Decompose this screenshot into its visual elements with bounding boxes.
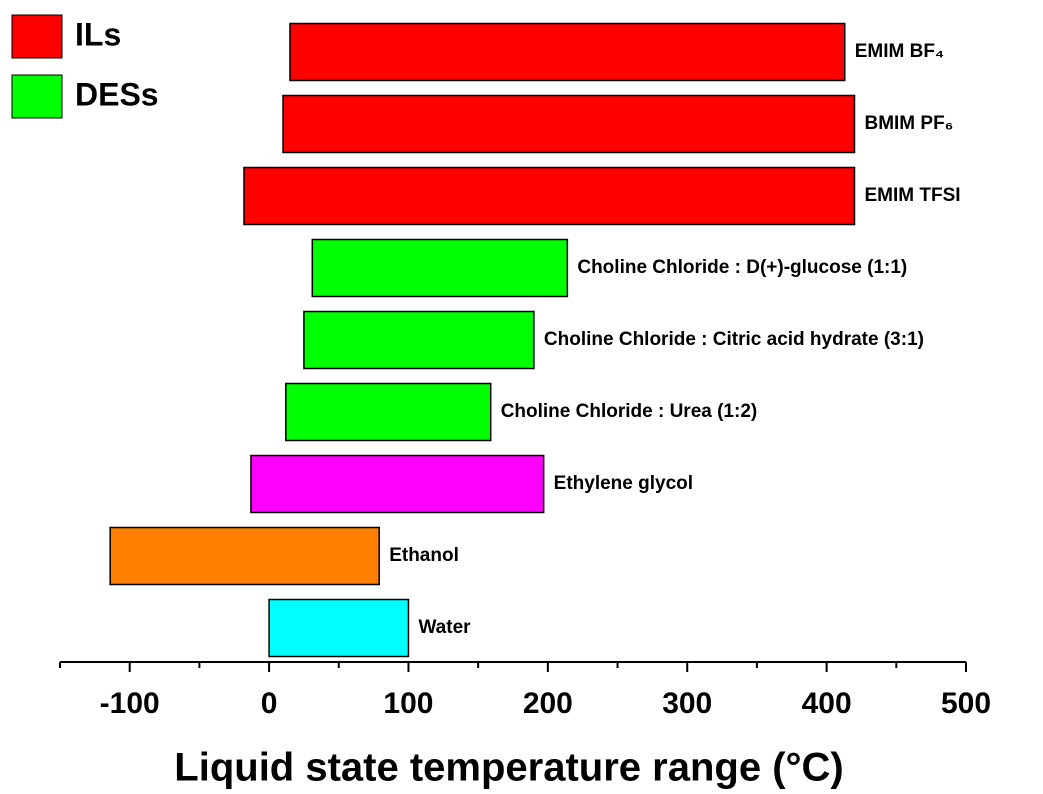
bar-label: Ethanol: [389, 545, 459, 566]
x-tick-label: 400: [802, 687, 852, 720]
bar: [285, 382, 492, 442]
bar-label: Ethylene glycol: [554, 473, 693, 494]
bar: [289, 22, 846, 82]
bar: [282, 94, 856, 154]
bar-label: Water: [418, 617, 471, 638]
bar-label: Choline Chloride : Citric acid hydrate (…: [544, 329, 924, 350]
x-tick-label: 100: [383, 687, 433, 720]
bar: [311, 238, 569, 298]
x-tick-label: -100: [100, 687, 160, 720]
bar: [268, 598, 410, 658]
bar-label: EMIM BF₄: [855, 41, 944, 62]
bar: [303, 310, 535, 370]
x-axis-title: Liquid state temperature range (°C): [174, 746, 843, 790]
legend-label: DESs: [75, 76, 159, 112]
bar-label: Choline Chloride : D(+)-glucose (1:1): [577, 257, 907, 278]
bar: [243, 166, 856, 226]
x-tick-label: 300: [662, 687, 712, 720]
x-tick-label: 200: [523, 687, 573, 720]
bar-label: Choline Chloride : Urea (1:2): [501, 401, 758, 422]
legend-swatch: [11, 74, 63, 119]
bar: [109, 526, 380, 586]
legend-swatch: [11, 14, 63, 59]
bar-label: EMIM TFSI: [864, 185, 960, 206]
bar-label: BMIM PF₆: [864, 113, 953, 134]
bar: [250, 454, 545, 514]
legend-label: ILs: [75, 16, 121, 52]
x-tick-label: 0: [261, 687, 278, 720]
x-tick-label: 500: [941, 687, 991, 720]
